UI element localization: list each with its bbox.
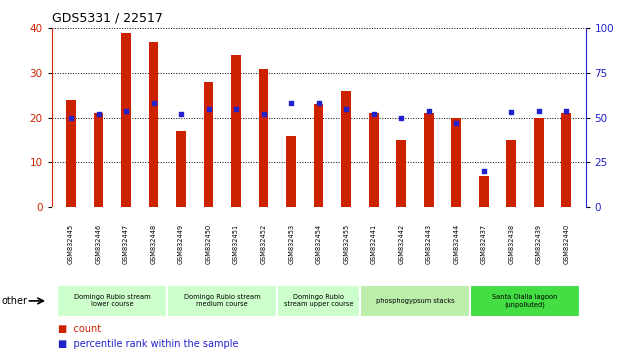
Bar [278,285,360,317]
Bar [562,113,571,207]
Text: GSM832438: GSM832438 [509,224,514,264]
Bar [66,100,76,207]
Text: GSM832441: GSM832441 [370,224,377,264]
Point [479,169,489,174]
Point [176,111,186,117]
Bar [204,82,213,207]
Text: GSM832447: GSM832447 [123,223,129,264]
Text: Domingo Rubio
stream upper course: Domingo Rubio stream upper course [284,295,353,307]
Text: GSM832439: GSM832439 [536,224,542,264]
Text: GSM832448: GSM832448 [151,223,156,264]
Point [314,101,324,106]
Point [423,108,433,113]
Text: phosphogypsum stacks: phosphogypsum stacks [375,298,454,304]
Point [259,111,269,117]
Text: GSM832446: GSM832446 [95,223,102,264]
Text: GSM832443: GSM832443 [426,224,432,264]
Bar [57,285,167,317]
Text: GSM832437: GSM832437 [481,224,487,264]
Bar [369,113,379,207]
Bar [232,55,241,207]
Point [93,111,103,117]
Bar [424,113,433,207]
Bar [470,285,580,317]
Text: GSM832450: GSM832450 [206,223,211,264]
Bar [149,42,158,207]
Point [369,111,379,117]
Bar [479,176,488,207]
Point [396,115,406,120]
Point [534,108,544,113]
Bar [396,140,406,207]
Point [121,108,131,113]
Text: Domingo Rubio stream
medium course: Domingo Rubio stream medium course [184,295,261,307]
Text: GDS5331 / 22517: GDS5331 / 22517 [52,12,163,25]
Bar [94,113,103,207]
Point [231,106,241,112]
Bar [176,131,186,207]
Text: ■  percentile rank within the sample: ■ percentile rank within the sample [58,339,239,349]
Bar [314,104,324,207]
Point [341,106,351,112]
Point [451,120,461,126]
Bar [121,33,131,207]
Text: Santa Olalla lagoon
(unpolluted): Santa Olalla lagoon (unpolluted) [492,294,558,308]
Point [66,115,76,120]
Text: GSM832440: GSM832440 [563,223,569,264]
Text: GSM832442: GSM832442 [398,223,404,264]
Text: GSM832444: GSM832444 [453,223,459,264]
Point [148,101,158,106]
Point [506,109,516,115]
Text: GSM832453: GSM832453 [288,224,294,264]
Bar [507,140,516,207]
Bar [167,285,278,317]
Text: GSM832452: GSM832452 [261,223,267,264]
Text: GSM832454: GSM832454 [316,223,322,264]
Text: Domingo Rubio stream
lower course: Domingo Rubio stream lower course [74,295,151,307]
Point [286,101,296,106]
Text: other: other [2,296,28,306]
Bar [259,69,268,207]
Text: GSM832455: GSM832455 [343,223,349,264]
Point [204,106,214,112]
Bar [286,136,296,207]
Bar [341,91,351,207]
Bar [451,118,461,207]
Bar [360,285,470,317]
Text: GSM832451: GSM832451 [233,224,239,264]
Text: GSM832445: GSM832445 [68,223,74,264]
Point [561,108,571,113]
Text: GSM832449: GSM832449 [178,224,184,264]
Bar [534,118,543,207]
Text: ■  count: ■ count [58,324,101,334]
